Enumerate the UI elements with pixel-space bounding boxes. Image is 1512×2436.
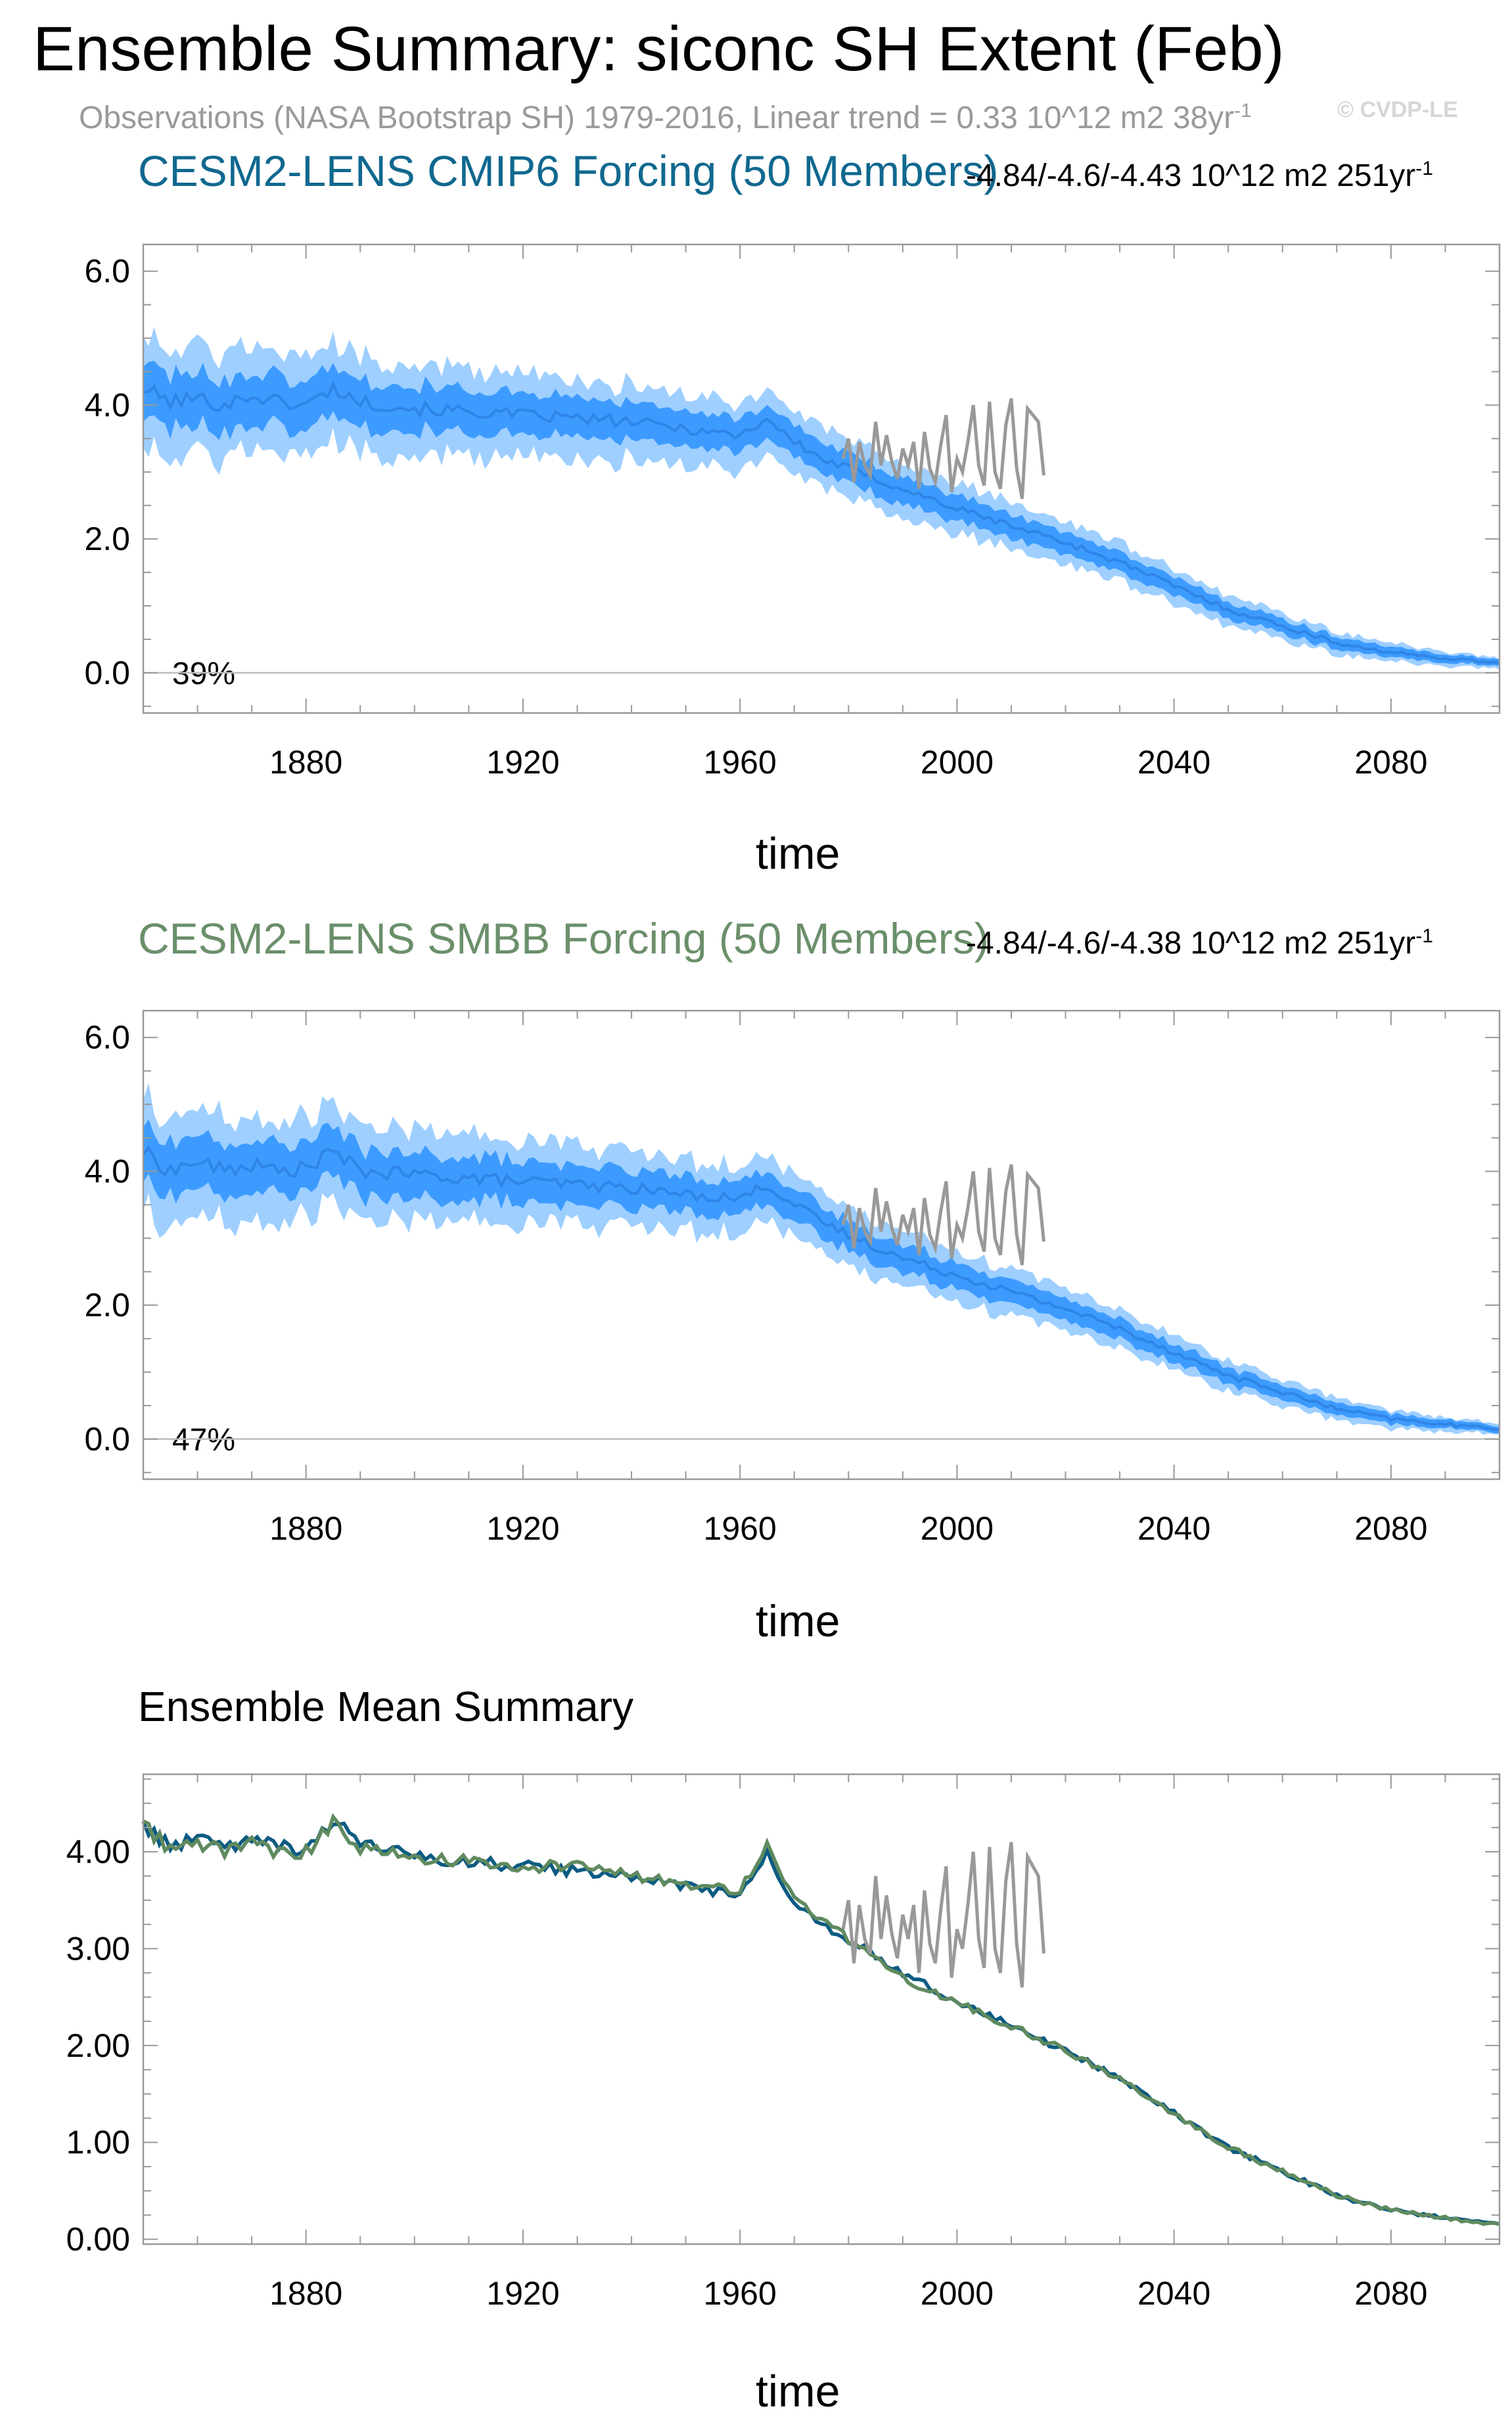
watermark: © CVDP-LE — [1337, 97, 1458, 122]
panel-2-y-tick-label: 6.0 — [84, 1019, 130, 1056]
panel-1-xlabel: time — [756, 829, 840, 879]
panel-2-ensemble-mean-line — [142, 1145, 1500, 1431]
panel-3-y-tick-label: 0.00 — [66, 2221, 130, 2258]
panel-1-y-tick-label: 2.0 — [84, 520, 130, 557]
panel-1-stat-sup: -1 — [1415, 158, 1433, 179]
panel-2-x-tick-label: 2080 — [1354, 1510, 1427, 1547]
panel-2-y-tick-label: 0.0 — [84, 1421, 130, 1458]
panel-3-series-line-2 — [142, 1813, 1500, 2226]
panel-1-x-tick-label: 2000 — [921, 744, 994, 781]
panel-3-x-tick-label: 1920 — [486, 2275, 559, 2312]
panel-3-x-tick-label: 2040 — [1137, 2275, 1210, 2312]
panel-1-y-tick-label: 6.0 — [84, 253, 130, 290]
panel-1-x-tick-label: 1880 — [269, 744, 342, 781]
panel-1-stat-text: -4.84/-4.6/-4.43 10^12 m2 251yr — [966, 158, 1416, 193]
panel-1-percent-label: 39% — [172, 656, 236, 691]
panel-2-stat: -4.84/-4.6/-4.38 10^12 m2 251yr-1 — [966, 925, 1433, 961]
panel-3-frame — [142, 1773, 1501, 2245]
observations-subtitle-text: Observations (NASA Bootstrap SH) 1979-20… — [79, 101, 1235, 135]
panel-3-series-line-1 — [141, 1820, 1500, 2226]
panel-1-x-tick-label: 2040 — [1137, 744, 1210, 781]
panel-3-x-tick-label: 1960 — [704, 2275, 777, 2312]
observations-subtitle-sup: -1 — [1234, 100, 1252, 122]
panel-3-y-tick-label: 1.00 — [66, 2124, 130, 2161]
panel-3-series-line-3 — [841, 1841, 1045, 1988]
panel-1-observations-line — [841, 398, 1045, 499]
panel-1-x-tick-label: 2080 — [1354, 744, 1427, 781]
panel-1-x-tick-label: 1960 — [704, 744, 777, 781]
panel-3-y-tick-label: 3.00 — [66, 1930, 130, 1967]
panel-2-frame — [142, 1009, 1501, 1481]
panel-2-x-tick-label: 2040 — [1137, 1510, 1210, 1547]
panel-2-x-tick-label: 1880 — [269, 1510, 342, 1547]
panel-2-x-tick-label: 1960 — [704, 1510, 777, 1547]
panel-3-title: Ensemble Mean Summary — [138, 1683, 634, 1730]
panel-1-ensemble-mean-line — [143, 380, 1500, 665]
panel-2-percent-label: 47% — [172, 1423, 236, 1458]
panel-2-stat-text: -4.84/-4.6/-4.38 10^12 m2 251yr — [966, 926, 1416, 961]
panel-2-y-tick-label: 2.0 — [84, 1287, 130, 1323]
panel-1-stat: -4.84/-4.6/-4.43 10^12 m2 251yr-1 — [966, 158, 1433, 194]
panel-2-y-tick-label: 4.0 — [84, 1153, 130, 1189]
panel-2-xlabel: time — [756, 1596, 840, 1646]
panel-2-x-tick-label: 1920 — [486, 1510, 559, 1547]
panel-1-inner-spread-band — [143, 361, 1500, 666]
panel-3-x-tick-label: 2080 — [1354, 2275, 1427, 2312]
panel-2-title: CESM2-LENS SMBB Forcing (50 Members) — [138, 914, 989, 963]
panel-2-outer-spread-band — [143, 1083, 1500, 1435]
panel-2-observations-line — [841, 1164, 1045, 1266]
panel-2-stat-sup: -1 — [1415, 925, 1433, 947]
panel-3-x-tick-label: 2000 — [921, 2275, 994, 2312]
panel-1-x-tick-label: 1920 — [486, 744, 559, 781]
panel-3-y-tick-label: 4.00 — [66, 1833, 130, 1870]
figure-title: Ensemble Summary: siconc SH Extent (Feb) — [33, 14, 1285, 84]
panel-1-y-tick-label: 0.0 — [84, 655, 130, 691]
panel-2-x-tick-label: 2000 — [921, 1510, 994, 1547]
panel-3-x-tick-label: 1880 — [269, 2275, 342, 2312]
observations-subtitle: Observations (NASA Bootstrap SH) 1979-20… — [79, 100, 1252, 136]
panel-3-xlabel: time — [756, 2366, 840, 2416]
panel-3-y-tick-label: 2.00 — [66, 2027, 130, 2064]
panel-1-frame — [142, 243, 1501, 714]
panel-1-title: CESM2-LENS CMIP6 Forcing (50 Members) — [138, 147, 999, 195]
panel-1-y-tick-label: 4.0 — [84, 386, 130, 423]
panel-2-inner-spread-band — [143, 1119, 1500, 1434]
